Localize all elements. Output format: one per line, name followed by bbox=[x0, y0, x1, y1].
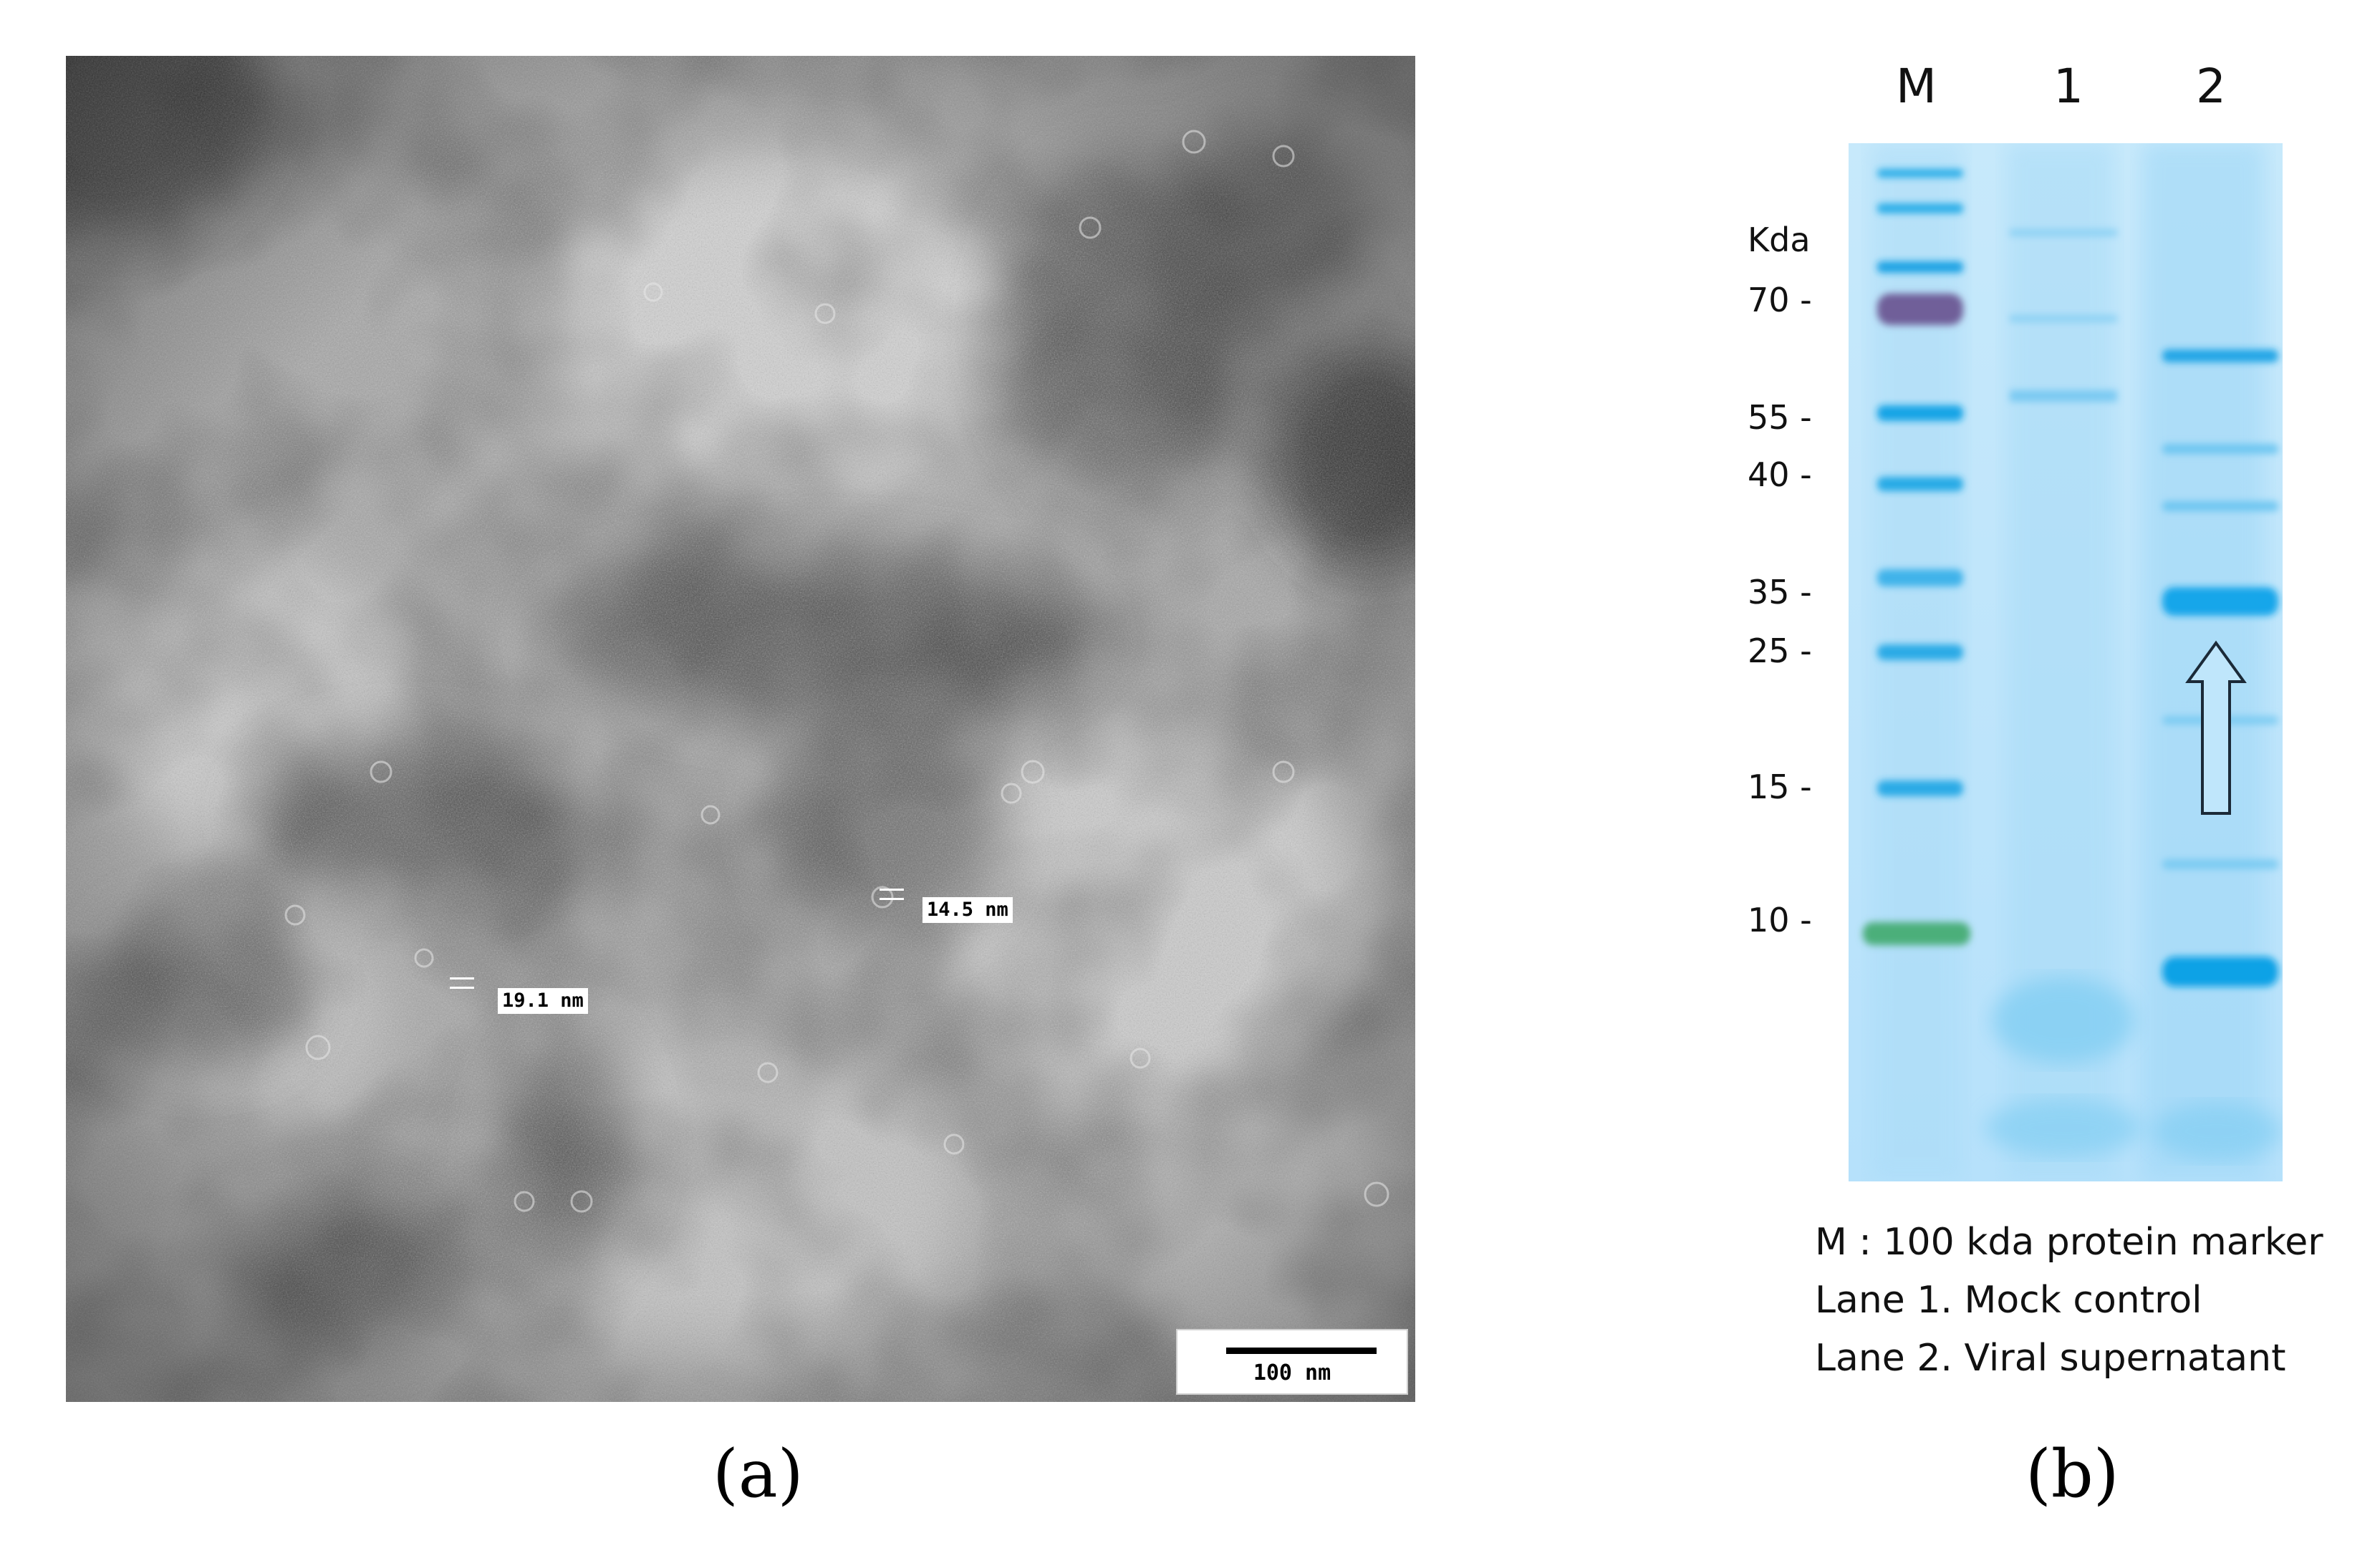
axis-unit-label: Kda bbox=[1748, 221, 1811, 259]
scale-bar-line bbox=[1226, 1348, 1377, 1354]
marker-label-55: 55 - bbox=[1748, 398, 1812, 437]
marker-label-25: 25 - bbox=[1748, 632, 1812, 670]
marker-label-15: 15 - bbox=[1748, 768, 1812, 806]
marker-label-40: 40 - bbox=[1748, 455, 1812, 494]
lane-header-marker: M bbox=[1896, 59, 1937, 114]
panel-b-label: (b) bbox=[2025, 1436, 2119, 1512]
legend-lane-2: Lane 2. Viral supernatant bbox=[1815, 1337, 2286, 1380]
legend-lane-1: Lane 1. Mock control bbox=[1815, 1279, 2202, 1322]
arrow-up-icon bbox=[2185, 640, 2247, 815]
gel-image bbox=[1849, 143, 2283, 1181]
measurement-label-2: 14.5 nm bbox=[922, 897, 1013, 923]
legend-marker: M : 100 kda protein marker bbox=[1815, 1221, 2323, 1264]
scale-bar: 100 nm bbox=[1176, 1329, 1408, 1395]
measurement-marker-2 bbox=[880, 889, 904, 900]
marker-label-35: 35 - bbox=[1748, 573, 1812, 611]
measurement-marker-1 bbox=[450, 977, 474, 989]
marker-label-70: 70 - bbox=[1748, 281, 1812, 319]
lane-header-1: 1 bbox=[2053, 59, 2083, 114]
sds-page-gel bbox=[1849, 143, 2283, 1181]
tem-image bbox=[66, 56, 1415, 1402]
measurement-label-1: 19.1 nm bbox=[498, 988, 588, 1014]
panel-a-label: (a) bbox=[713, 1436, 804, 1512]
lane-header-2: 2 bbox=[2196, 59, 2226, 114]
scale-bar-label: 100 nm bbox=[1253, 1360, 1331, 1385]
marker-label-10: 10 - bbox=[1748, 901, 1812, 939]
tem-micrograph: 19.1 nm 14.5 nm 100 nm bbox=[66, 56, 1415, 1402]
